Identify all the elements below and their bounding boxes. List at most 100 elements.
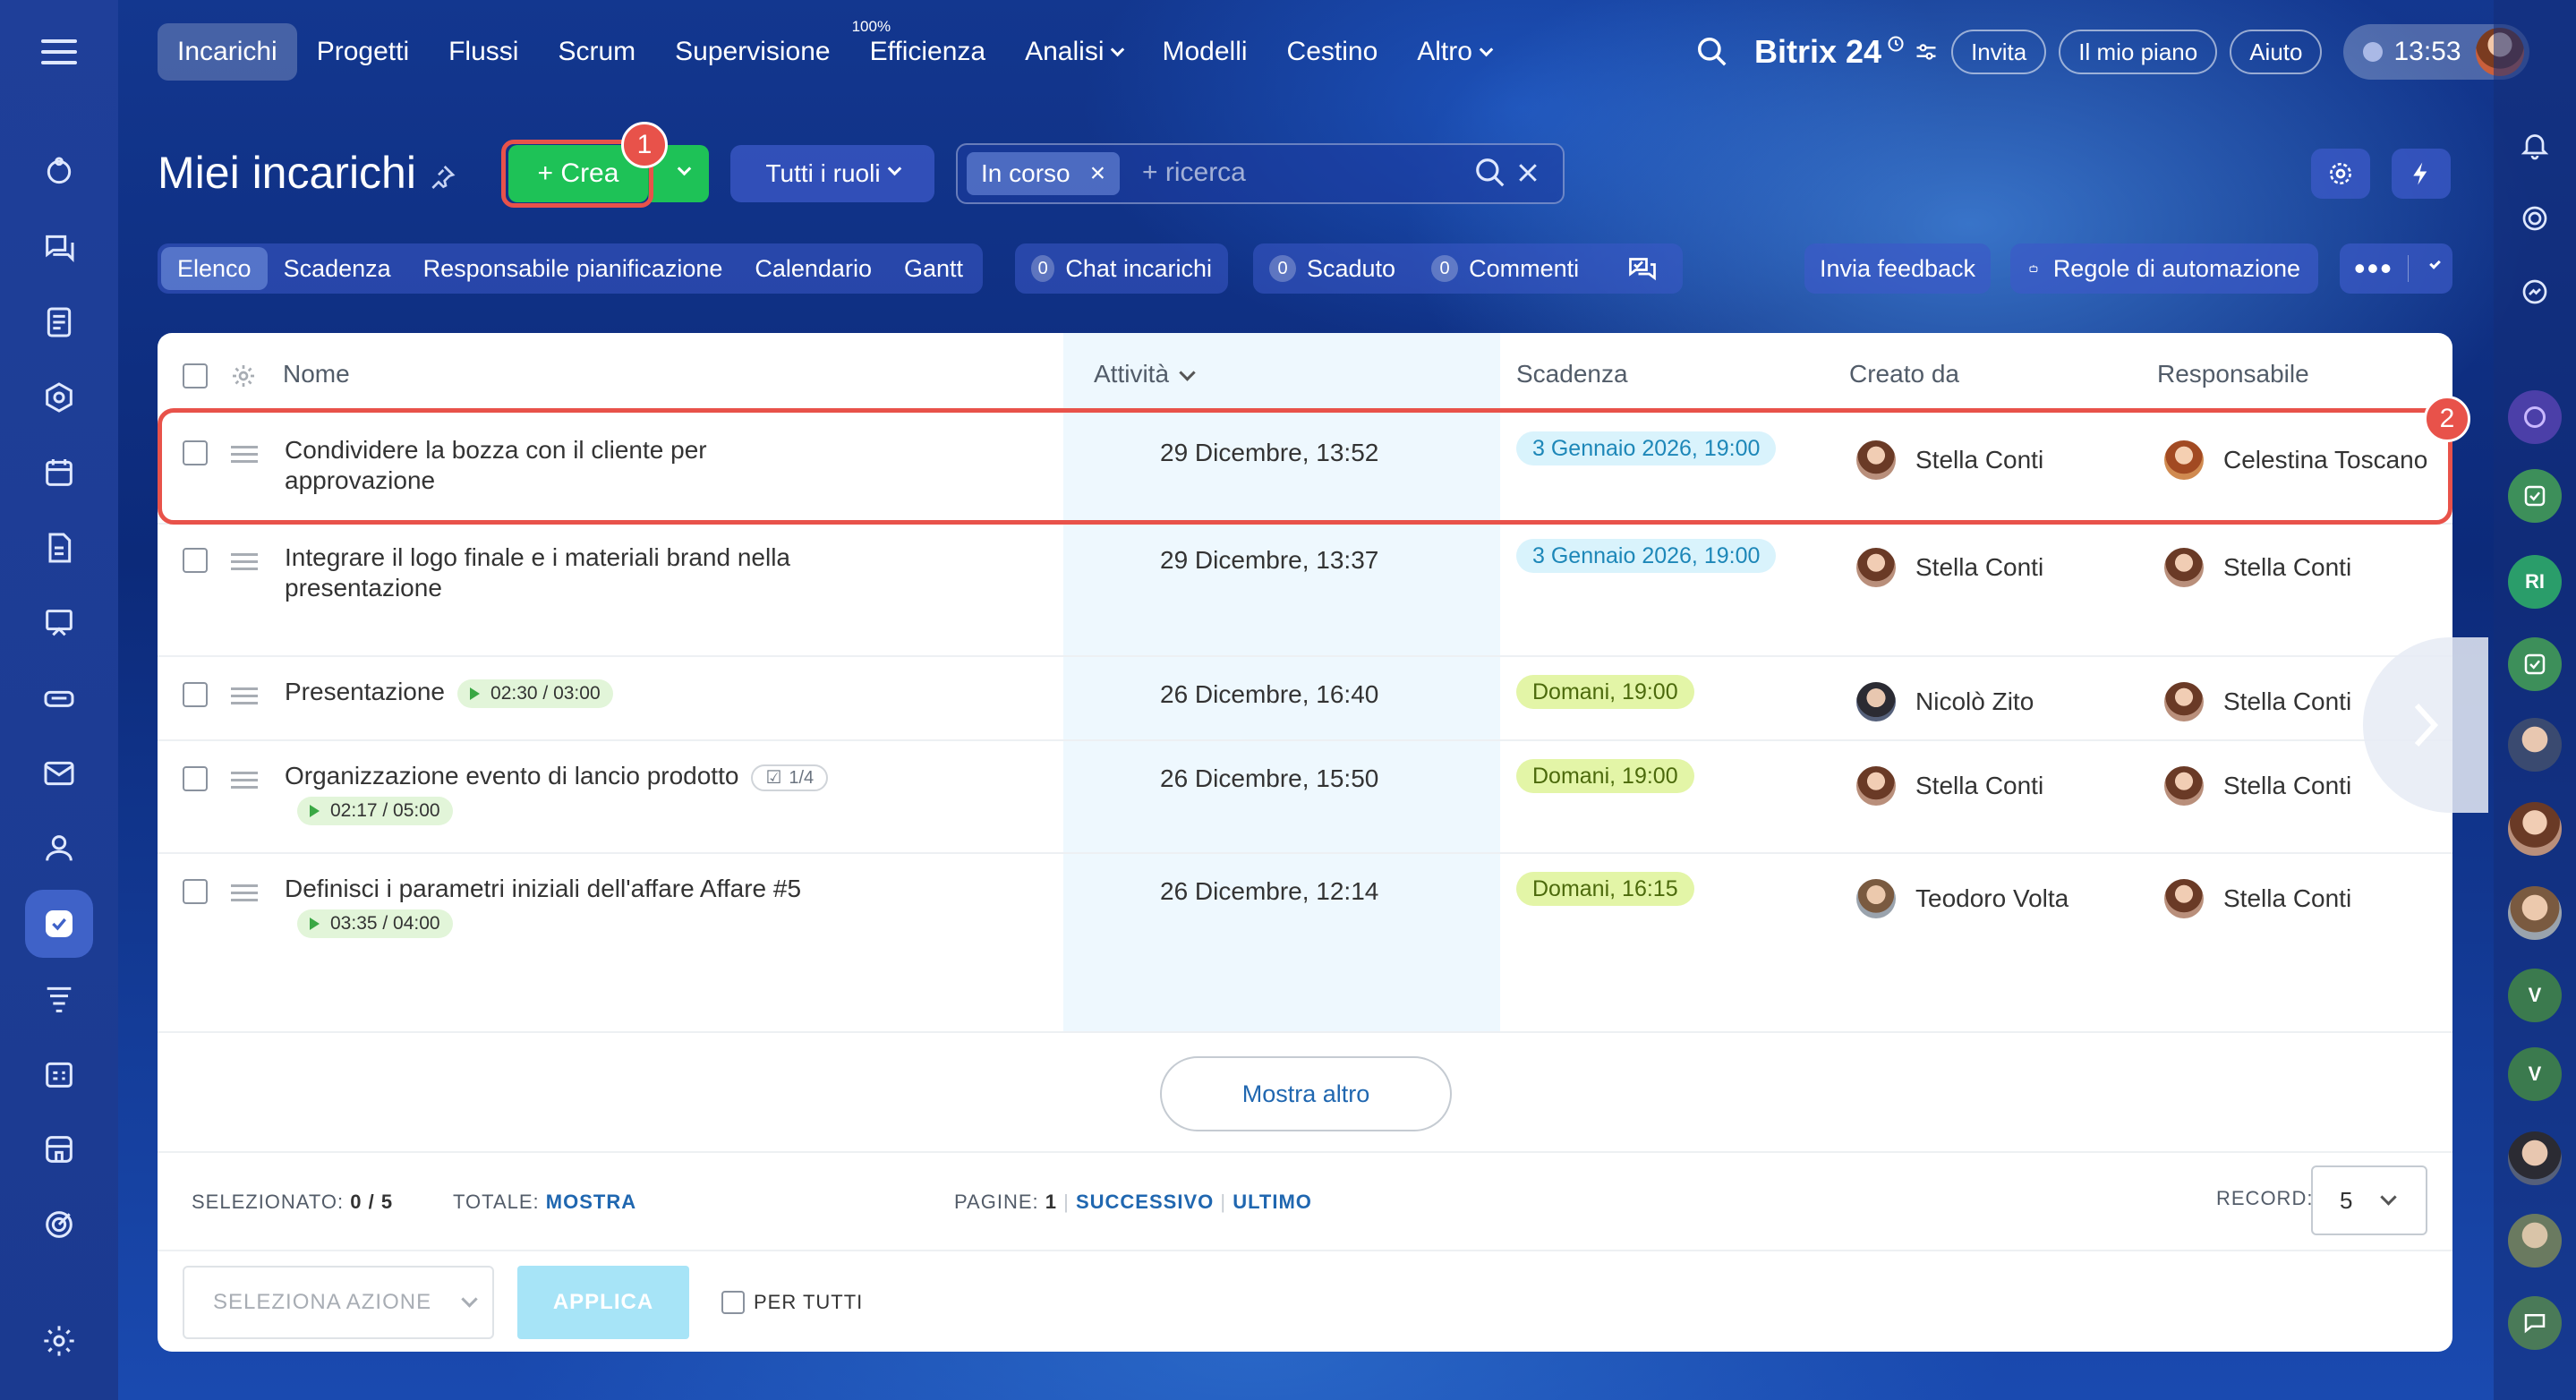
records-per-page-select[interactable]: 5 bbox=[2311, 1165, 2427, 1235]
sidebar-docs-icon[interactable] bbox=[25, 514, 93, 582]
pin-icon[interactable] bbox=[428, 163, 456, 192]
responsible[interactable]: Celestina Toscano bbox=[2164, 440, 2427, 480]
column-activity[interactable]: Attività bbox=[1094, 360, 1196, 388]
tab-planner[interactable]: Responsabile pianificazione bbox=[422, 255, 723, 282]
task-chat-icon[interactable] bbox=[2508, 469, 2562, 523]
nav-analysis[interactable]: Analisi bbox=[1005, 23, 1142, 81]
responsible[interactable]: Stella Conti bbox=[2164, 548, 2351, 587]
sidebar-news-icon[interactable] bbox=[25, 288, 93, 356]
row-checkbox[interactable] bbox=[183, 548, 208, 573]
remove-filter-icon[interactable]: × bbox=[1089, 158, 1106, 188]
task-chat-icon[interactable] bbox=[2508, 637, 2562, 691]
deadline-badge[interactable]: Domani, 19:00 bbox=[1516, 675, 1694, 709]
search-input[interactable]: + ricerca bbox=[1142, 158, 1246, 187]
chat-initials-avatar[interactable]: V bbox=[2508, 1047, 2562, 1101]
select-all-checkbox[interactable] bbox=[183, 363, 208, 388]
column-deadline[interactable]: Scadenza bbox=[1516, 360, 1628, 388]
chat-initials-avatar[interactable]: RI bbox=[2508, 555, 2562, 609]
task-name[interactable]: Condividere la bozza con il cliente per … bbox=[285, 436, 707, 494]
created-by[interactable]: Stella Conti bbox=[1856, 548, 2043, 587]
drag-handle-icon[interactable] bbox=[231, 446, 258, 464]
chat-tasks-counter[interactable]: 0 Chat incarichi bbox=[1015, 243, 1228, 294]
sidebar-tasks-icon[interactable] bbox=[25, 890, 93, 958]
nav-scrum[interactable]: Scrum bbox=[558, 37, 636, 66]
row-checkbox[interactable] bbox=[183, 766, 208, 791]
next-page-link[interactable]: SUCCESSIVO bbox=[1075, 1191, 1215, 1213]
deadline-badge[interactable]: Domani, 16:15 bbox=[1516, 872, 1694, 906]
invite-button[interactable]: Invita bbox=[1951, 30, 2047, 74]
apply-button[interactable]: APPLICA bbox=[517, 1266, 689, 1339]
total-show-link[interactable]: MOSTRA bbox=[545, 1191, 637, 1213]
comments-label[interactable]: Commenti bbox=[1469, 254, 1580, 282]
filter-search-icon[interactable] bbox=[1473, 156, 1507, 190]
created-by[interactable]: Nicolò Zito bbox=[1856, 682, 2034, 721]
for-all-checkbox[interactable] bbox=[721, 1291, 745, 1314]
column-settings-gear-icon[interactable] bbox=[229, 362, 258, 390]
deadline-badge[interactable]: Domani, 19:00 bbox=[1516, 759, 1694, 793]
user-chat-avatar[interactable] bbox=[2508, 1214, 2562, 1268]
sidebar-board-icon[interactable] bbox=[25, 589, 93, 657]
task-name[interactable]: Organizzazione evento di lancio prodotto… bbox=[285, 761, 911, 825]
nav-supervision[interactable]: Supervisione bbox=[675, 37, 831, 66]
row-checkbox[interactable] bbox=[183, 682, 208, 707]
time-tracker-badge[interactable]: 02:17 / 05:00 bbox=[297, 797, 453, 825]
sidebar-drive-icon[interactable] bbox=[25, 664, 93, 732]
sidebar-groups-icon[interactable] bbox=[25, 363, 93, 431]
tab-gantt[interactable]: Gantt bbox=[903, 255, 964, 282]
sliders-icon[interactable] bbox=[1914, 39, 1939, 64]
nav-tasks[interactable]: Incarichi bbox=[158, 23, 297, 81]
created-by[interactable]: Teodoro Volta bbox=[1856, 879, 2068, 918]
settings-gear-icon[interactable] bbox=[25, 1307, 93, 1375]
sidebar-planner-icon[interactable] bbox=[25, 1040, 93, 1108]
list-settings-button[interactable] bbox=[2311, 149, 2370, 199]
drag-handle-icon[interactable] bbox=[231, 687, 258, 705]
filter-chip-in-progress[interactable]: In corso × bbox=[967, 152, 1121, 195]
clear-filter-icon[interactable] bbox=[1514, 159, 1541, 186]
responsible[interactable]: Stella Conti bbox=[2164, 879, 2351, 918]
sidebar-contacts-icon[interactable] bbox=[25, 815, 93, 883]
user-chat-avatar[interactable] bbox=[2508, 802, 2562, 856]
copilot-icon[interactable] bbox=[2508, 192, 2562, 245]
user-chat-avatar[interactable] bbox=[2508, 886, 2562, 940]
sidebar-funnel-icon[interactable] bbox=[25, 965, 93, 1033]
automation-rules-button[interactable]: Regole di automazione bbox=[2010, 243, 2318, 294]
sidebar-mail-icon[interactable] bbox=[25, 739, 93, 807]
sidebar-feed-icon[interactable] bbox=[25, 138, 93, 206]
column-name[interactable]: Nome bbox=[283, 360, 350, 388]
nav-templates[interactable]: Modelli bbox=[1162, 37, 1248, 66]
column-responsible[interactable]: Responsabile bbox=[2157, 360, 2309, 388]
copilot-chat-avatar[interactable] bbox=[2508, 390, 2562, 444]
send-feedback-button[interactable]: Invia feedback bbox=[1804, 243, 1991, 294]
menu-icon[interactable] bbox=[41, 39, 77, 64]
more-actions-button[interactable]: ••• bbox=[2340, 243, 2452, 294]
tab-calendar[interactable]: Calendario bbox=[755, 255, 872, 282]
deadline-badge[interactable]: 3 Gennaio 2026, 19:00 bbox=[1516, 539, 1777, 573]
drag-handle-icon[interactable] bbox=[231, 772, 258, 790]
lightning-button[interactable] bbox=[2392, 149, 2451, 199]
sidebar-chat-icon[interactable] bbox=[25, 213, 93, 281]
responsible[interactable]: Stella Conti bbox=[2164, 682, 2351, 721]
task-name[interactable]: Integrare il logo finale e i materiali b… bbox=[285, 543, 790, 602]
nav-trash[interactable]: Cestino bbox=[1286, 37, 1378, 66]
drag-handle-icon[interactable] bbox=[231, 553, 258, 571]
brand-logo[interactable]: Bitrix 24 bbox=[1754, 33, 1882, 70]
responsible[interactable]: Stella Conti bbox=[2164, 766, 2351, 806]
tab-list[interactable]: Elenco bbox=[161, 247, 268, 290]
help-button[interactable]: Aiuto bbox=[2230, 30, 2323, 74]
nav-flows[interactable]: Flussi bbox=[448, 37, 519, 66]
drag-handle-icon[interactable] bbox=[231, 884, 258, 902]
my-plan-button[interactable]: Il mio piano bbox=[2059, 30, 2218, 74]
tab-deadline[interactable]: Scadenza bbox=[283, 255, 391, 282]
column-created-by[interactable]: Creato da bbox=[1849, 360, 1959, 388]
overdue-label[interactable]: Scaduto bbox=[1307, 254, 1396, 282]
task-name[interactable]: Definisci i parametri iniziali dell'affa… bbox=[285, 874, 911, 938]
chat-initials-avatar[interactable]: V bbox=[2508, 969, 2562, 1022]
nav-projects[interactable]: Progetti bbox=[316, 37, 410, 66]
row-checkbox[interactable] bbox=[183, 879, 208, 904]
search-icon[interactable] bbox=[1695, 35, 1729, 69]
sidebar-store-icon[interactable] bbox=[25, 1115, 93, 1183]
sidebar-calendar-icon[interactable] bbox=[25, 439, 93, 507]
nav-more[interactable]: Altro bbox=[1397, 23, 1511, 81]
created-by[interactable]: Stella Conti bbox=[1856, 440, 2043, 480]
time-tracker-badge[interactable]: 02:30 / 03:00 bbox=[457, 679, 613, 708]
